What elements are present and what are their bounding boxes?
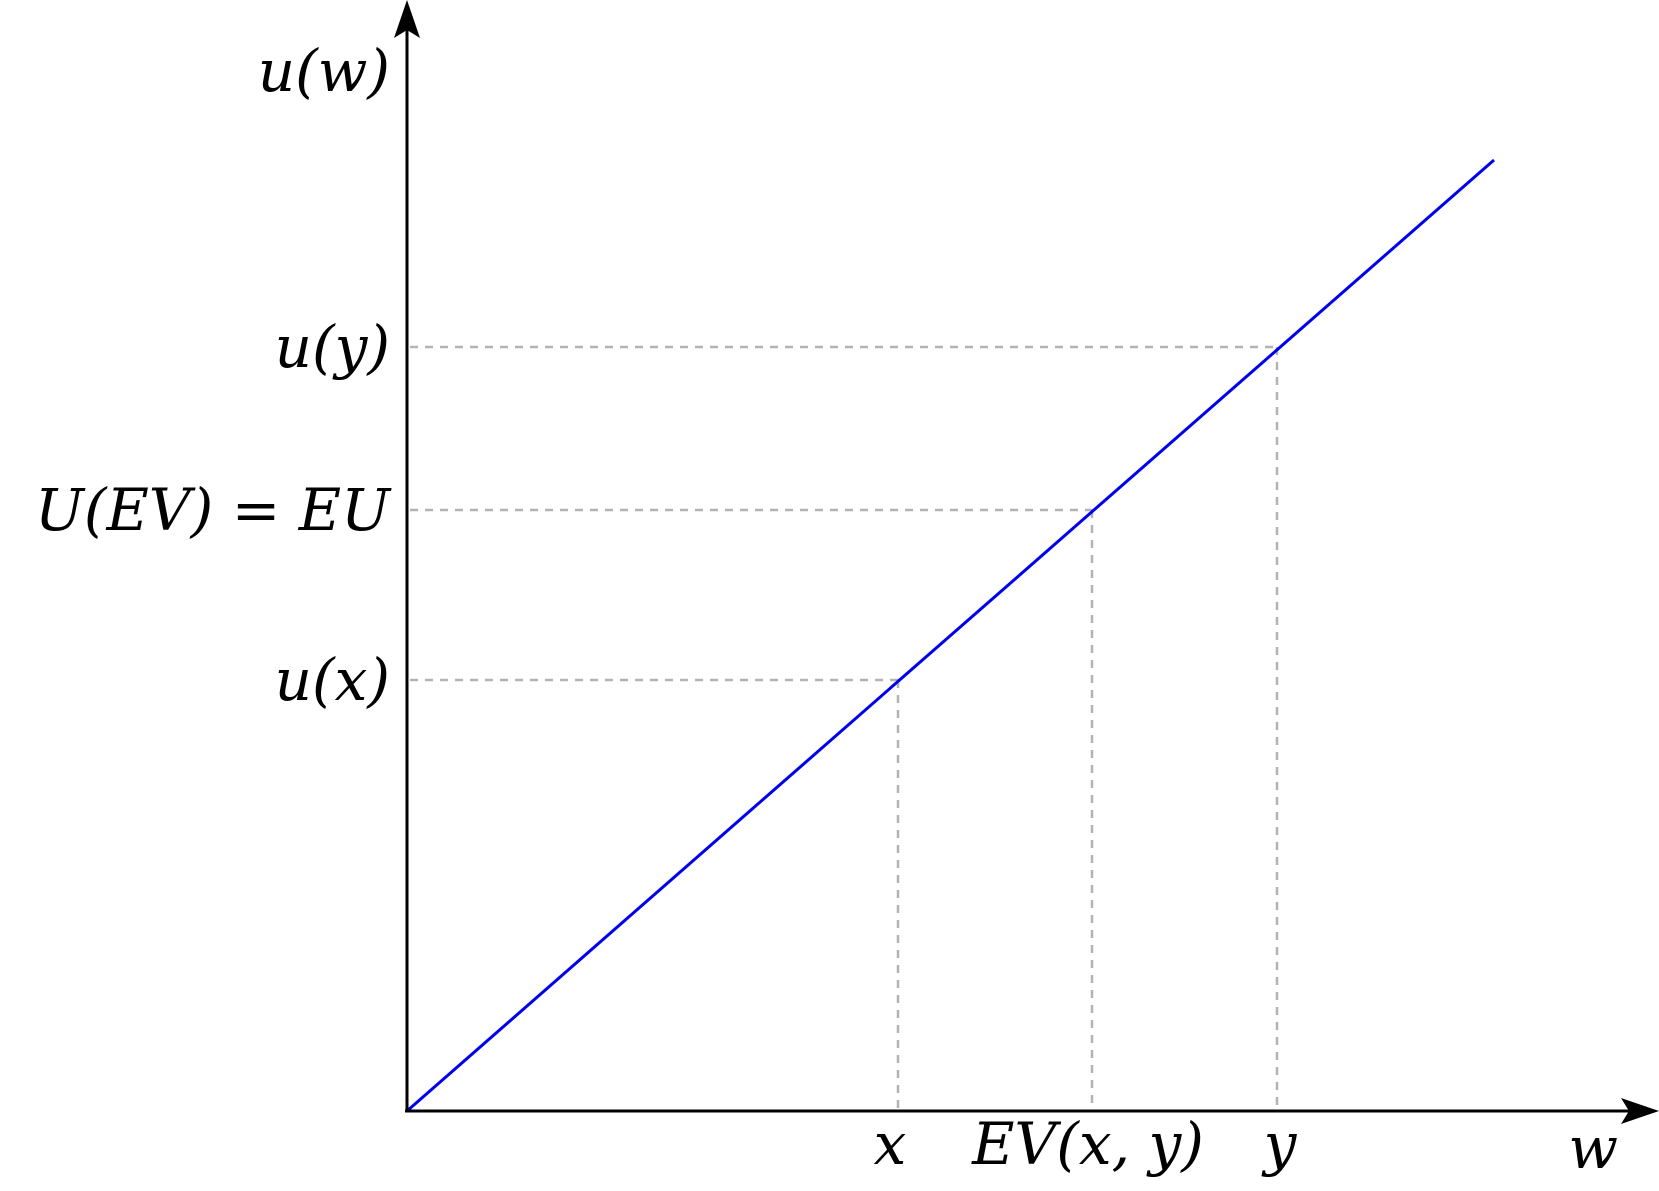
y-tick-uy: u(y) bbox=[275, 313, 390, 381]
guide-lines bbox=[410, 345, 1279, 1111]
y-tick-ux: u(x) bbox=[275, 646, 390, 714]
x-tick-y: y bbox=[1261, 1110, 1298, 1178]
x-axis-label: w bbox=[1568, 1114, 1618, 1182]
y-axis-arrow-icon bbox=[394, 0, 420, 38]
axes bbox=[394, 0, 1659, 1124]
x-tick-ev: EV(x, y) bbox=[971, 1110, 1204, 1178]
utility-line bbox=[406, 158, 1495, 1113]
y-tick-uev: U(EV) = EU bbox=[35, 476, 392, 544]
x-axis-arrow-icon bbox=[1621, 1098, 1659, 1124]
x-tick-x: x bbox=[874, 1110, 907, 1178]
y-axis-label: u(w) bbox=[258, 37, 390, 105]
